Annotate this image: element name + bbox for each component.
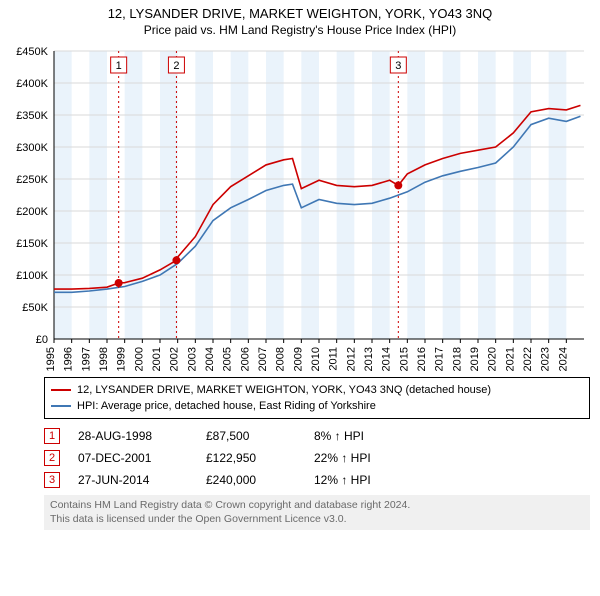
- svg-text:2022: 2022: [522, 347, 534, 371]
- svg-text:2002: 2002: [169, 347, 181, 371]
- table-row: 1 28-AUG-1998 £87,500 8% ↑ HPI: [44, 425, 590, 447]
- svg-text:2013: 2013: [363, 347, 375, 371]
- svg-text:2023: 2023: [540, 347, 552, 371]
- svg-text:£0: £0: [36, 334, 48, 346]
- marker-badge-2: 2: [44, 450, 60, 466]
- svg-text:£200K: £200K: [16, 206, 48, 218]
- legend-label: HPI: Average price, detached house, East…: [77, 400, 376, 412]
- footer-line: Contains HM Land Registry data © Crown c…: [50, 499, 584, 513]
- marker-pct: 8% ↑ HPI: [314, 429, 414, 443]
- svg-text:2015: 2015: [398, 347, 410, 371]
- svg-text:2020: 2020: [487, 347, 499, 371]
- legend: 12, LYSANDER DRIVE, MARKET WEIGHTON, YOR…: [44, 377, 590, 419]
- page-title: 12, LYSANDER DRIVE, MARKET WEIGHTON, YOR…: [0, 6, 600, 21]
- legend-item-property: 12, LYSANDER DRIVE, MARKET WEIGHTON, YOR…: [51, 382, 583, 398]
- price-chart: £0 £50K £100K £150K £200K £250K £300K £350K £400…: [10, 41, 590, 371]
- svg-text:£400K: £400K: [16, 78, 48, 90]
- legend-swatch-property: [51, 389, 71, 391]
- marker-price: £122,950: [206, 451, 296, 465]
- svg-text:2: 2: [173, 60, 179, 72]
- svg-text:2012: 2012: [345, 347, 357, 371]
- svg-text:£50K: £50K: [22, 302, 48, 314]
- svg-text:2000: 2000: [133, 347, 145, 371]
- svg-text:2019: 2019: [469, 347, 481, 371]
- marker-badge-3: 3: [44, 472, 60, 488]
- svg-text:2011: 2011: [328, 347, 340, 371]
- svg-text:2003: 2003: [186, 347, 198, 371]
- legend-swatch-hpi: [51, 405, 71, 407]
- svg-text:1996: 1996: [63, 347, 75, 371]
- svg-text:2018: 2018: [451, 347, 463, 371]
- svg-text:2014: 2014: [381, 347, 393, 371]
- marker-price: £240,000: [206, 473, 296, 487]
- svg-text:2021: 2021: [504, 347, 516, 371]
- svg-text:2010: 2010: [310, 347, 322, 371]
- svg-text:£450K: £450K: [16, 46, 48, 58]
- svg-text:£300K: £300K: [16, 142, 48, 154]
- svg-text:2004: 2004: [204, 347, 216, 371]
- svg-text:1997: 1997: [80, 347, 92, 371]
- svg-text:£150K: £150K: [16, 238, 48, 250]
- svg-text:2009: 2009: [292, 347, 304, 371]
- table-row: 2 07-DEC-2001 £122,950 22% ↑ HPI: [44, 447, 590, 469]
- legend-item-hpi: HPI: Average price, detached house, East…: [51, 398, 583, 414]
- marker-badge-1: 1: [44, 428, 60, 444]
- svg-text:£100K: £100K: [16, 270, 48, 282]
- page-subtitle: Price paid vs. HM Land Registry's House …: [0, 23, 600, 37]
- svg-text:2006: 2006: [239, 347, 251, 371]
- marker-table: 1 28-AUG-1998 £87,500 8% ↑ HPI 2 07-DEC-…: [44, 425, 590, 491]
- svg-text:1: 1: [116, 60, 122, 72]
- svg-text:2017: 2017: [434, 347, 446, 371]
- svg-text:2016: 2016: [416, 347, 428, 371]
- marker-pct: 22% ↑ HPI: [314, 451, 414, 465]
- svg-text:£350K: £350K: [16, 110, 48, 122]
- marker-date: 28-AUG-1998: [78, 429, 188, 443]
- svg-text:1998: 1998: [98, 347, 110, 371]
- footer-line: This data is licensed under the Open Gov…: [50, 513, 584, 527]
- svg-text:2007: 2007: [257, 347, 269, 371]
- svg-text:1995: 1995: [45, 347, 57, 371]
- svg-text:1999: 1999: [116, 347, 128, 371]
- svg-text:2024: 2024: [557, 347, 569, 371]
- table-row: 3 27-JUN-2014 £240,000 12% ↑ HPI: [44, 469, 590, 491]
- marker-pct: 12% ↑ HPI: [314, 473, 414, 487]
- svg-text:2008: 2008: [275, 347, 287, 371]
- marker-price: £87,500: [206, 429, 296, 443]
- legend-label: 12, LYSANDER DRIVE, MARKET WEIGHTON, YOR…: [77, 384, 491, 396]
- svg-text:2005: 2005: [222, 347, 234, 371]
- svg-text:3: 3: [395, 60, 401, 72]
- marker-date: 27-JUN-2014: [78, 473, 188, 487]
- svg-text:2001: 2001: [151, 347, 163, 371]
- marker-date: 07-DEC-2001: [78, 451, 188, 465]
- chart-svg: £0 £50K £100K £150K £200K £250K £300K £350K £400…: [10, 41, 590, 371]
- attribution-footer: Contains HM Land Registry data © Crown c…: [44, 495, 590, 530]
- svg-text:£250K: £250K: [16, 174, 48, 186]
